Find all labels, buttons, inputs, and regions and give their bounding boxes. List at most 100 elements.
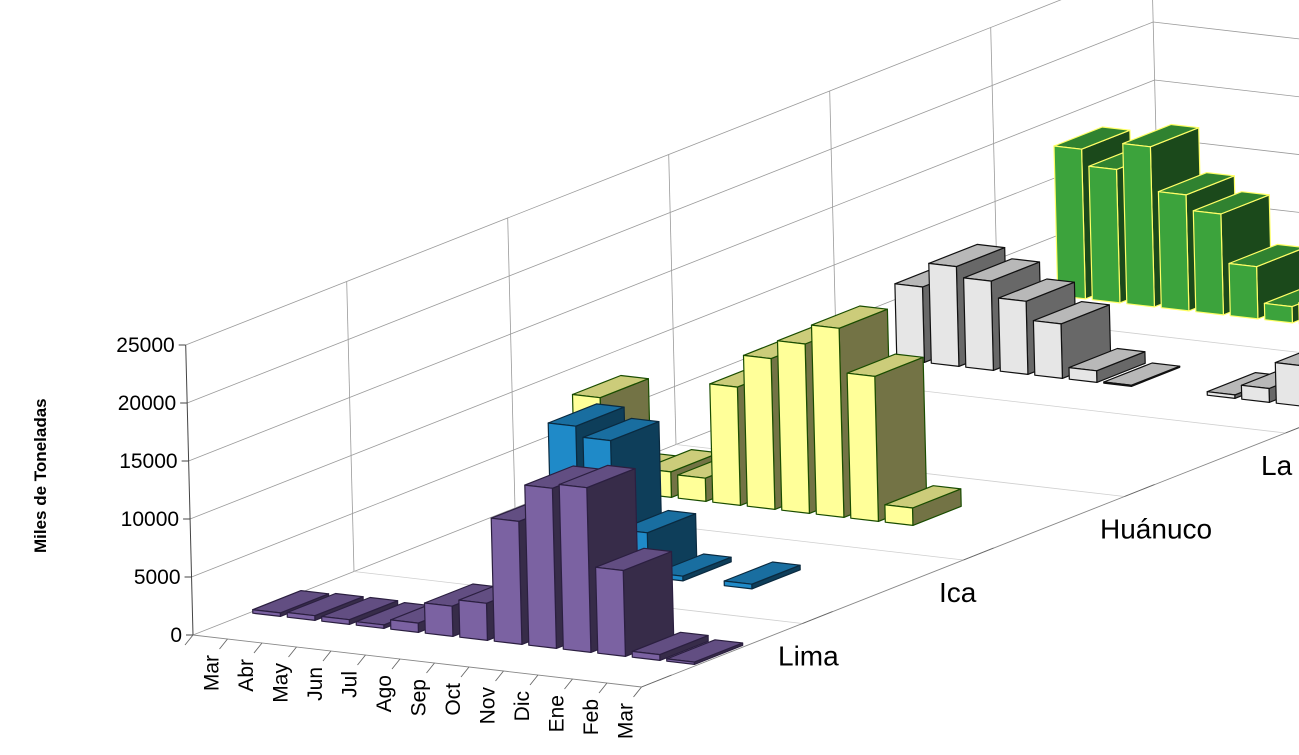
bar-front <box>1263 302 1294 324</box>
x-tick-mark <box>288 646 297 658</box>
y-tick-label: 15000 <box>119 450 177 473</box>
bar <box>846 353 928 523</box>
x-tick-mark <box>322 650 332 662</box>
bar-front <box>846 372 880 523</box>
side-wall-vertical <box>668 154 677 445</box>
bar-front <box>997 297 1029 375</box>
series-label: Ica <box>939 577 977 608</box>
bar-front <box>1157 191 1190 312</box>
x-tick-label: Feb <box>580 699 603 735</box>
floor-front-edge <box>192 634 642 688</box>
bar-front <box>286 611 316 622</box>
bar-front <box>1088 165 1121 304</box>
bar-front <box>252 609 281 618</box>
x-tick-label: Jun <box>304 667 327 701</box>
bar-front <box>423 602 454 638</box>
bar <box>666 639 744 666</box>
series-label: Lima <box>778 640 839 671</box>
series-label: La Libertad <box>1261 450 1299 481</box>
x-tick-mark <box>184 634 194 646</box>
side-wall-vertical <box>346 281 355 572</box>
x-tick-label: May <box>269 663 292 703</box>
bar <box>723 561 801 590</box>
y-tick-label: 25000 <box>116 334 174 357</box>
bar-front <box>490 517 523 646</box>
x-tick-label: Mar <box>200 655 223 691</box>
bar-front <box>1228 262 1259 320</box>
gridline-back <box>1156 137 1299 155</box>
bar-front <box>390 619 419 634</box>
x-tick-label: Dic <box>511 691 534 721</box>
x-tick-mark <box>391 658 401 670</box>
bar-front <box>1103 381 1133 387</box>
side-wall-vertical <box>507 217 516 509</box>
chart-walls <box>178 0 1299 698</box>
chart-labels: 0 5000 10000 15000 20000 25000 Mar Abr May Jun Jul… <box>116 334 1299 739</box>
chart-bars <box>252 123 1299 666</box>
y-tick-label: 10000 <box>121 508 179 531</box>
gridline-side <box>185 0 1062 346</box>
bar-front <box>458 599 488 642</box>
depth-tick-mark <box>963 547 994 561</box>
depth-tick-mark <box>1124 484 1155 497</box>
bar-front <box>1053 145 1087 300</box>
bar-front <box>321 615 350 626</box>
bar-front <box>355 621 385 630</box>
bar-front <box>1122 143 1156 308</box>
x-tick-label: Ene <box>545 695 568 732</box>
bar <box>594 547 675 658</box>
gridline-back <box>1152 0 1299 16</box>
bar-front <box>558 483 592 654</box>
x-tick-label: Abr <box>235 659 258 692</box>
bar-front <box>928 262 960 367</box>
gridline-back <box>1153 21 1299 40</box>
y-tick-label: 0 <box>170 624 182 647</box>
bar-front <box>810 324 845 519</box>
bar <box>1274 352 1299 407</box>
bar-front <box>594 566 627 658</box>
bar-front <box>677 474 707 502</box>
depth-tick-mark <box>641 674 672 688</box>
series-label: Huánuco <box>1100 513 1212 544</box>
gridline-back <box>1154 79 1299 98</box>
x-tick-mark <box>253 642 263 654</box>
x-tick-mark <box>219 638 228 650</box>
x-tick-mark <box>357 654 366 666</box>
bar-front <box>524 484 558 650</box>
y-tick-label: 20000 <box>118 392 176 415</box>
bar-front <box>884 504 914 527</box>
x-tick-label: Sep <box>407 679 430 716</box>
bar-front <box>1240 384 1271 403</box>
bar <box>631 631 709 662</box>
x-tick-mark <box>564 678 573 690</box>
bar <box>884 485 962 527</box>
bar-front <box>631 650 661 662</box>
x-tick-label: Oct <box>442 683 465 716</box>
y-axis-title: Miles de Toneladas <box>31 398 50 553</box>
bar-front <box>666 658 696 666</box>
bar-front <box>1192 210 1225 316</box>
x-tick-mark <box>633 686 642 698</box>
x-tick-label: Nov <box>476 687 499 725</box>
x-tick-label: Jul <box>338 671 361 698</box>
bar-front <box>1206 391 1236 399</box>
depth-tick-mark <box>1285 427 1299 434</box>
x-tick-label: Mar <box>614 703 637 739</box>
bar <box>1068 347 1146 383</box>
depth-tick-mark <box>802 611 833 624</box>
bar-front <box>776 340 811 515</box>
x-tick-mark <box>460 666 470 678</box>
bar <box>321 596 399 626</box>
wall-top-edge <box>1152 0 1299 16</box>
y-tick-label: 5000 <box>134 566 181 589</box>
bar <box>1103 362 1181 387</box>
bar-front <box>723 580 753 590</box>
x-tick-mark <box>529 674 539 686</box>
bar-front <box>1068 367 1098 383</box>
bar-front <box>1274 362 1299 407</box>
bar-front <box>1032 320 1064 379</box>
bar-front <box>962 277 995 371</box>
bar-front <box>894 283 926 363</box>
x-tick-mark <box>598 682 608 694</box>
